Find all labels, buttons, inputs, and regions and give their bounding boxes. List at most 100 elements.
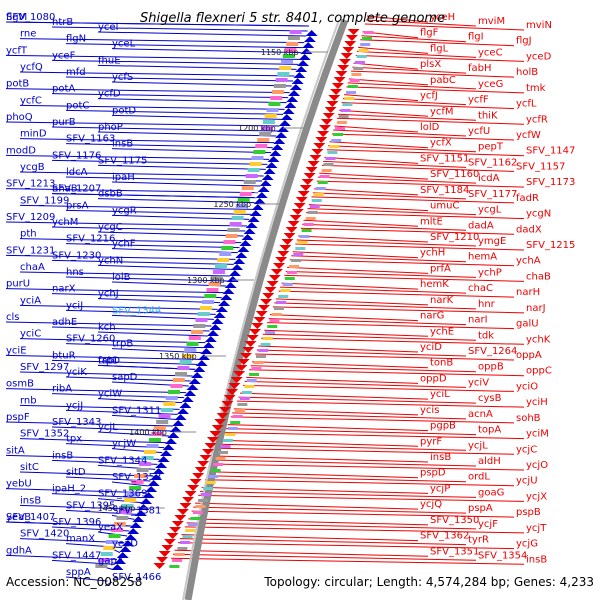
leader-line-reverse [342, 98, 467, 106]
gene-label-forward: trpD [98, 355, 120, 366]
gene-label-forward: ycfD [98, 89, 121, 100]
feature-block [208, 475, 219, 478]
gene-label-forward: SFV_1213 [6, 179, 55, 190]
leader-line-forward [51, 193, 257, 199]
feature-block [244, 385, 255, 388]
gene-label-reverse: ychK [526, 334, 551, 345]
reverse-feature-arrow [293, 203, 306, 209]
leader-line-reverse [365, 19, 477, 27]
reverse-feature-arrow [161, 545, 174, 551]
reverse-feature-arrow [295, 197, 308, 203]
gene-label-reverse: pspA [468, 503, 493, 514]
feature-block [108, 534, 121, 538]
gene-label-forward: SFV_1207 [52, 184, 101, 195]
gene-label-reverse: ycis [420, 405, 439, 416]
leader-line-forward [65, 576, 108, 582]
feature-block [295, 247, 306, 250]
feature-block [210, 469, 221, 472]
leader-line-forward [19, 471, 153, 477]
leader-line-reverse [355, 54, 525, 62]
gene-label-reverse: SFV_1362 [420, 531, 469, 542]
leader-line-reverse [262, 333, 477, 341]
gene-label-reverse: fadR [516, 193, 539, 204]
leader-line-reverse [295, 243, 525, 251]
kbp-tick-label: 1350 kbp [159, 352, 197, 361]
leader-line-forward [5, 521, 132, 527]
gene-label-reverse: ycjL [468, 440, 488, 451]
leader-line-reverse [171, 557, 525, 565]
reverse-feature-arrow [209, 431, 222, 437]
feature-block [208, 282, 221, 286]
gene-label-forward: trpB [112, 339, 133, 350]
gene-label-forward: flgN [66, 34, 86, 45]
reverse-feature-arrow [275, 257, 288, 263]
leader-line-forward [19, 438, 167, 444]
leader-line-reverse [274, 302, 477, 310]
leader-line-reverse [303, 219, 419, 227]
leader-line-forward [5, 388, 187, 394]
gene-label-forward: sitA [6, 445, 25, 456]
gene-label-forward: mfd [66, 67, 86, 78]
leader-line-forward [5, 254, 236, 260]
leader-line-reverse [230, 416, 515, 424]
gene-label-reverse: SFV_1215 [526, 240, 575, 251]
feature-block [269, 319, 280, 322]
feature-block [235, 204, 248, 208]
feature-block [329, 145, 340, 148]
forward-feature-arrow [245, 222, 258, 228]
leader-line-forward [5, 488, 146, 494]
forward-feature-arrow [288, 90, 301, 96]
leader-line-reverse [211, 463, 525, 471]
gene-label-forward: insB [112, 139, 133, 150]
feature-block [186, 342, 199, 346]
reverse-feature-arrow [311, 149, 324, 155]
forward-feature-arrow [197, 354, 210, 360]
leader-line-forward [5, 421, 174, 427]
gene-label-reverse: yciV [468, 377, 489, 388]
gene-label-reverse: ycjF [478, 519, 498, 530]
gene-label-reverse: SFV_1210 [430, 232, 479, 243]
forward-feature-arrow [261, 174, 274, 180]
leader-line-forward [19, 271, 230, 277]
reverse-feature-arrow [199, 455, 212, 461]
feature-block [260, 343, 271, 346]
accession-label: Accession: NC_008258 [6, 575, 142, 589]
feature-block [249, 162, 262, 166]
reverse-feature-arrow [324, 107, 337, 113]
feature-block [219, 252, 232, 256]
leader-line-forward [19, 338, 206, 344]
leader-line-reverse [214, 455, 429, 463]
leader-line-reverse [319, 172, 429, 180]
forward-feature-arrow [127, 528, 140, 534]
leader-line-forward [51, 426, 172, 432]
reverse-feature-arrow [176, 509, 189, 515]
leader-line-reverse [331, 133, 515, 141]
gene-label-reverse: ycjP [430, 483, 450, 494]
kbp-tick-label: 1200 kbp [238, 124, 276, 133]
leader-line-reverse [194, 502, 419, 510]
reverse-feature-arrow [299, 185, 312, 191]
reverse-feature-arrow [202, 449, 215, 455]
gene-label-forward: ycgC [98, 222, 123, 233]
forward-feature-arrow [160, 450, 173, 456]
gene-label-forward: ycjW [112, 439, 136, 450]
kbp-tick-label: 1400 kbp [129, 428, 167, 437]
leader-line-reverse [324, 156, 419, 164]
forward-feature-arrow [243, 228, 256, 234]
feature-block [264, 114, 277, 118]
reverse-feature-arrow [237, 359, 250, 365]
leader-line-forward [19, 238, 242, 244]
gene-label-forward: SFV_1353 [112, 472, 161, 483]
leader-line-reverse [360, 39, 515, 47]
leader-line-reverse [208, 471, 419, 479]
gene-label-forward: SFV_1344 [98, 455, 147, 466]
gene-label-forward: kch [98, 322, 116, 333]
forward-feature-arrow [222, 288, 235, 294]
gene-label-forward: ycel [98, 22, 118, 33]
leader-line-reverse [238, 396, 477, 404]
leader-line-reverse [232, 412, 467, 420]
feature-block [205, 481, 216, 484]
feature-block [279, 66, 292, 70]
feature-block [113, 522, 126, 526]
